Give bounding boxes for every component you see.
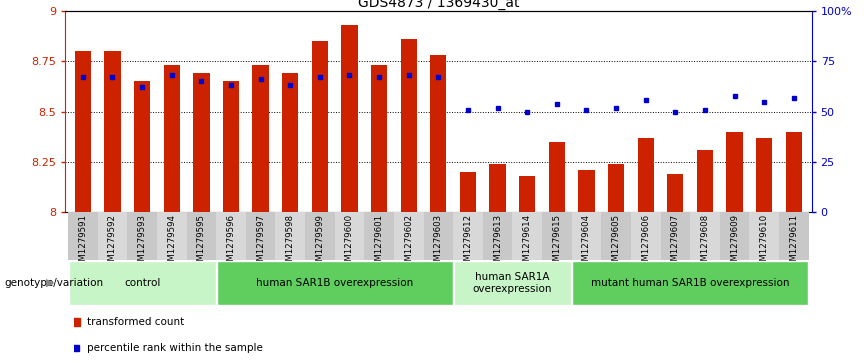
Text: control: control [124, 278, 161, 288]
Text: human SAR1A
overexpression: human SAR1A overexpression [473, 272, 552, 294]
Text: GSM1279600: GSM1279600 [345, 214, 354, 272]
Text: GSM1279591: GSM1279591 [78, 214, 88, 272]
Bar [727, 132, 743, 212]
Text: GSM1279613: GSM1279613 [493, 214, 502, 272]
Text: GSM1279599: GSM1279599 [315, 214, 325, 272]
Text: GSM1279612: GSM1279612 [464, 214, 472, 272]
Text: GSM1279606: GSM1279606 [641, 214, 650, 272]
FancyBboxPatch shape [572, 261, 808, 305]
Text: GSM1279610: GSM1279610 [760, 214, 769, 272]
Text: GSM1279595: GSM1279595 [197, 214, 206, 272]
Bar [223, 81, 239, 212]
Bar [697, 150, 713, 212]
Title: GDS4873 / 1369430_at: GDS4873 / 1369430_at [358, 0, 519, 10]
Bar [667, 174, 683, 212]
Bar [631, 212, 661, 260]
Bar [483, 212, 512, 260]
Text: GSM1279601: GSM1279601 [375, 214, 384, 272]
Text: GSM1279611: GSM1279611 [789, 214, 799, 272]
Bar [75, 51, 91, 212]
Text: ▶: ▶ [46, 278, 55, 288]
Bar [400, 39, 417, 212]
Bar [163, 65, 180, 212]
Bar [572, 212, 602, 260]
Text: transformed count: transformed count [87, 318, 184, 327]
Bar [749, 212, 779, 260]
Bar [578, 170, 595, 212]
FancyBboxPatch shape [69, 261, 215, 305]
Bar [305, 212, 335, 260]
Bar [602, 212, 631, 260]
Bar [253, 65, 269, 212]
Bar [608, 164, 624, 212]
Text: GSM1279593: GSM1279593 [138, 214, 147, 272]
Bar [542, 212, 572, 260]
Bar [312, 41, 328, 212]
Bar [68, 212, 98, 260]
Bar [460, 172, 477, 212]
Bar [431, 55, 446, 212]
Bar [335, 212, 365, 260]
Text: GSM1279607: GSM1279607 [671, 214, 680, 272]
Bar [453, 212, 483, 260]
Bar [371, 65, 387, 212]
Bar [638, 138, 654, 212]
Bar [104, 51, 121, 212]
Text: GSM1279609: GSM1279609 [730, 214, 739, 272]
Text: GSM1279604: GSM1279604 [582, 214, 591, 272]
Bar [661, 212, 690, 260]
Bar [394, 212, 424, 260]
Bar [282, 73, 299, 212]
Text: GSM1279603: GSM1279603 [434, 214, 443, 272]
Text: genotype/variation: genotype/variation [4, 278, 103, 288]
Text: human SAR1B overexpression: human SAR1B overexpression [256, 278, 413, 288]
Text: GSM1279602: GSM1279602 [404, 214, 413, 272]
Bar [786, 132, 802, 212]
FancyBboxPatch shape [217, 261, 452, 305]
Bar [194, 73, 209, 212]
Bar [157, 212, 187, 260]
Bar [246, 212, 275, 260]
Bar [216, 212, 246, 260]
Text: GSM1279597: GSM1279597 [256, 214, 265, 272]
Bar [690, 212, 720, 260]
Bar [490, 164, 506, 212]
Text: GSM1279598: GSM1279598 [286, 214, 295, 272]
Bar [549, 142, 565, 212]
Text: mutant human SAR1B overexpression: mutant human SAR1B overexpression [591, 278, 789, 288]
Bar [98, 212, 128, 260]
Bar [134, 81, 150, 212]
Bar [341, 25, 358, 212]
Bar [720, 212, 749, 260]
Text: percentile rank within the sample: percentile rank within the sample [87, 343, 263, 353]
Bar [187, 212, 216, 260]
Bar [512, 212, 542, 260]
Text: GSM1279594: GSM1279594 [168, 214, 176, 272]
Text: GSM1279615: GSM1279615 [552, 214, 562, 272]
Bar [424, 212, 453, 260]
Text: GSM1279592: GSM1279592 [108, 214, 117, 272]
Bar [779, 212, 809, 260]
Bar [128, 212, 157, 260]
Text: GSM1279605: GSM1279605 [612, 214, 621, 272]
Bar [519, 176, 536, 212]
Bar [365, 212, 394, 260]
Bar [275, 212, 305, 260]
Bar [756, 138, 773, 212]
FancyBboxPatch shape [454, 261, 571, 305]
Text: GSM1279614: GSM1279614 [523, 214, 532, 272]
Text: GSM1279596: GSM1279596 [227, 214, 235, 272]
Text: GSM1279608: GSM1279608 [700, 214, 709, 272]
